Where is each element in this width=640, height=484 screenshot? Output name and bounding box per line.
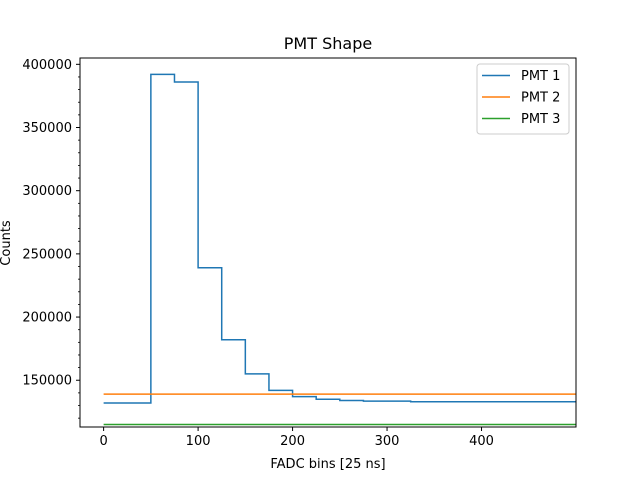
y-tick-label: 250000 [22, 247, 72, 262]
y-tick-label: 350000 [22, 121, 72, 136]
x-tick-label: 300 [375, 434, 400, 449]
x-tick-label: 0 [99, 434, 107, 449]
legend-label-pmt-3: PMT 3 [521, 112, 560, 127]
legend: PMT 1 PMT 2 PMT 3 [476, 63, 570, 135]
series-layer [103, 73, 576, 426]
plot-frame [79, 57, 577, 428]
chart-title: PMT Shape [284, 34, 372, 53]
legend-label-pmt-1: PMT 1 [521, 69, 560, 84]
y-axis-ticks: 150000 200000 250000 300000 350000 400000 [22, 58, 80, 389]
x-axis-ticks: 0 100 200 300 400 [99, 427, 494, 449]
x-tick-label: 100 [186, 434, 211, 449]
x-axis-label: FADC bins [25 ns] [270, 457, 385, 472]
y-tick-label: 300000 [22, 184, 72, 199]
series-line-pmt-1 [103, 73, 576, 404]
x-tick-label: 400 [469, 434, 494, 449]
x-tick-label: 200 [280, 434, 305, 449]
y-tick-label: 150000 [22, 374, 72, 389]
y-tick-label: 200000 [22, 311, 72, 326]
y-tick-label: 400000 [22, 58, 72, 73]
legend-box [476, 63, 570, 135]
y-axis-label: Counts [0, 220, 14, 266]
legend-label-pmt-2: PMT 2 [521, 91, 560, 106]
